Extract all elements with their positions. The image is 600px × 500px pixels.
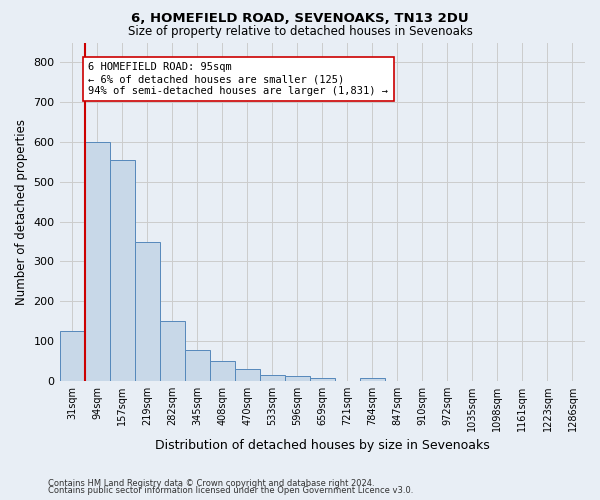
Bar bbox=[160, 321, 185, 381]
Bar bbox=[85, 142, 110, 381]
Bar bbox=[310, 378, 335, 381]
Text: Contains public sector information licensed under the Open Government Licence v3: Contains public sector information licen… bbox=[48, 486, 413, 495]
Text: Contains HM Land Registry data © Crown copyright and database right 2024.: Contains HM Land Registry data © Crown c… bbox=[48, 478, 374, 488]
Bar bbox=[110, 160, 134, 381]
Bar bbox=[209, 360, 235, 381]
Bar bbox=[185, 350, 209, 381]
Bar bbox=[59, 331, 85, 381]
Text: 6 HOMEFIELD ROAD: 95sqm
← 6% of detached houses are smaller (125)
94% of semi-de: 6 HOMEFIELD ROAD: 95sqm ← 6% of detached… bbox=[88, 62, 388, 96]
Bar bbox=[134, 242, 160, 381]
X-axis label: Distribution of detached houses by size in Sevenoaks: Distribution of detached houses by size … bbox=[155, 440, 490, 452]
Bar bbox=[360, 378, 385, 381]
Text: Size of property relative to detached houses in Sevenoaks: Size of property relative to detached ho… bbox=[128, 25, 472, 38]
Bar bbox=[235, 369, 260, 381]
Text: 6, HOMEFIELD ROAD, SEVENOAKS, TN13 2DU: 6, HOMEFIELD ROAD, SEVENOAKS, TN13 2DU bbox=[131, 12, 469, 26]
Y-axis label: Number of detached properties: Number of detached properties bbox=[15, 118, 28, 304]
Bar bbox=[260, 375, 285, 381]
Bar bbox=[285, 376, 310, 381]
